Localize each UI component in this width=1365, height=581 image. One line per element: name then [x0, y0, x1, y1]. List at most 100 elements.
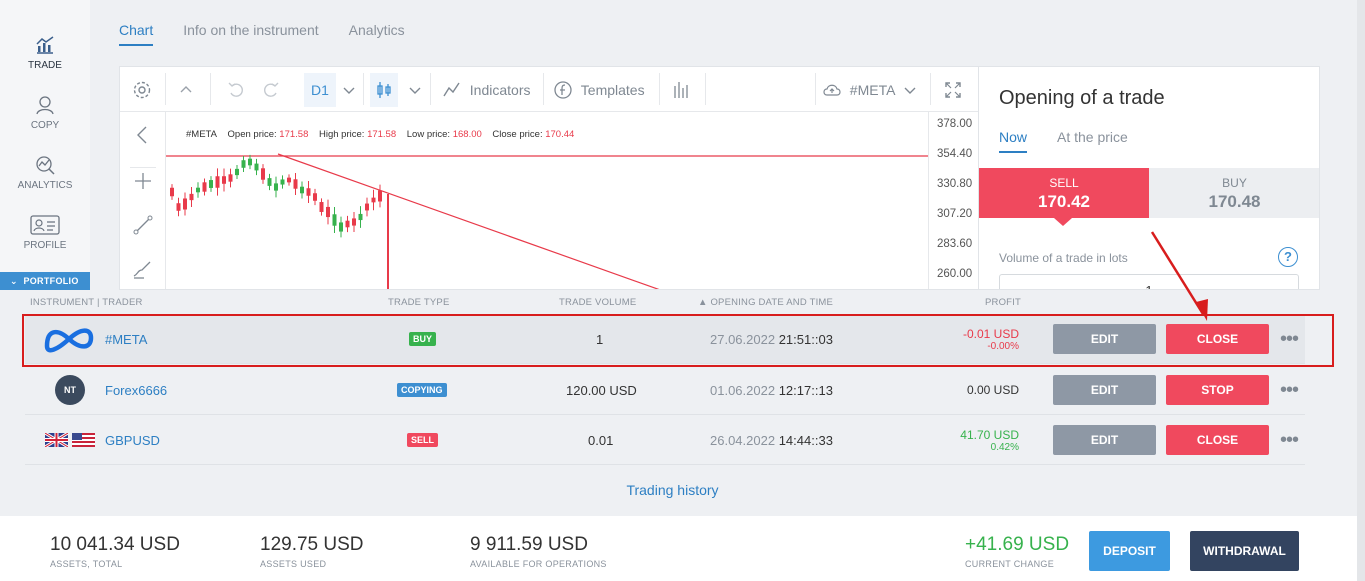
trader-name[interactable]: Forex6666 [105, 382, 168, 398]
instrument-name[interactable]: #META [105, 331, 148, 347]
trading-history-link[interactable]: Trading history [626, 482, 719, 498]
deposit-button[interactable]: DEPOSIT [1089, 531, 1170, 571]
header-profit[interactable]: PROFIT [985, 297, 1022, 308]
edit-button[interactable]: EDIT [1053, 324, 1156, 354]
candle-body [339, 222, 343, 232]
opening-date: 26.04.2022 14:44::33 [710, 415, 833, 465]
page-scrollbar[interactable] [1357, 0, 1365, 581]
table-row[interactable]: #META BUY 1 27.06.2022 21:51::03 -0.01 U… [25, 314, 1305, 364]
buy-price: 170.48 [1208, 192, 1261, 211]
more-options-icon[interactable]: ••• [1279, 328, 1299, 350]
assets-total-label: ASSETS, TOTAL [50, 559, 123, 569]
high-price-value: 171.58 [367, 129, 397, 140]
withdrawal-button[interactable]: WITHDRAWAL [1190, 531, 1299, 571]
tab-now[interactable]: Now [999, 129, 1028, 153]
trade-panel-title: Opening of a trade [999, 87, 1165, 109]
sidebar-item-trade[interactable]: TRADE [0, 34, 90, 71]
candlestick-chart[interactable] [166, 112, 928, 290]
ohlc-symbol: #META [186, 129, 217, 140]
more-options-icon[interactable]: ••• [1279, 379, 1299, 401]
header-trade-volume[interactable]: TRADE VOLUME [559, 297, 637, 308]
fullscreen-icon[interactable] [944, 67, 962, 112]
tab-info-instrument[interactable]: Info on the instrument [183, 22, 319, 38]
tab-chart[interactable]: Chart [119, 22, 154, 46]
instrument-name[interactable]: GBPUSD [105, 432, 160, 448]
candle-body [183, 198, 187, 210]
tab-analytics[interactable]: Analytics [348, 22, 405, 38]
profit-cell: 41.70 USD 0.42% [919, 415, 1019, 465]
timeframe-label: D1 [311, 82, 329, 98]
assets-total: 10 041.34 USD ASSETS, TOTAL [50, 534, 180, 569]
chevron-down-icon[interactable] [342, 67, 356, 112]
help-icon[interactable]: ? [1278, 247, 1298, 267]
redo-icon[interactable] [261, 67, 281, 112]
header-trade-type[interactable]: TRADE TYPE [388, 297, 450, 308]
indicators-button[interactable]: Indicators [442, 67, 530, 112]
brush-icon[interactable] [130, 256, 156, 282]
buy-button[interactable]: BUY 170.48 [1149, 168, 1319, 218]
candle-body [235, 168, 239, 176]
profit-amount: -0.01 USD [962, 326, 1019, 341]
edit-button[interactable]: EDIT [1053, 425, 1156, 455]
timeframe-selector[interactable]: D1 [304, 73, 336, 107]
sidebar-item-label: ANALYTICS [17, 180, 73, 191]
portfolio-tab[interactable]: ⌄ PORTFOLIO [0, 272, 90, 290]
available-value: 9 911.59 USD [470, 534, 588, 555]
candlestick-type-icon[interactable] [370, 73, 398, 107]
chart-panel: D1 Indicators Templates #ME [119, 66, 979, 290]
table-row[interactable]: GBPUSD SELL 0.01 26.04.2022 14:44::33 41… [25, 415, 1305, 465]
candles [170, 154, 382, 238]
tab-at-the-price[interactable]: At the price [1057, 129, 1128, 145]
candle-body [241, 160, 246, 168]
sell-button[interactable]: SELL 170.42 [979, 168, 1149, 226]
compare-bars-icon[interactable] [672, 67, 690, 112]
current-change-label: CURRENT CHANGE [965, 559, 1055, 569]
date-value: 01.06.2022 [710, 382, 776, 398]
settings-gear-icon[interactable] [132, 67, 152, 112]
header-opening-date[interactable]: ▲ OPENING DATE AND TIME [698, 297, 834, 308]
chevron-up-icon[interactable] [178, 67, 194, 112]
high-price-label: High price: [319, 129, 365, 140]
trade-type-badge: COPYING [397, 383, 447, 397]
user-copy-icon [36, 96, 54, 115]
opening-date: 01.06.2022 12:17::13 [710, 365, 833, 415]
candle-body [248, 158, 252, 166]
candle-body [280, 179, 285, 185]
instrument-selector[interactable]: #META [822, 67, 917, 112]
candle-body [254, 163, 259, 171]
portfolio-tab-label: PORTFOLIO [23, 276, 79, 286]
trend-line-icon[interactable] [130, 212, 156, 238]
sidebar-item-profile[interactable]: PROFILE [0, 214, 90, 251]
close-price-value: 170.44 [545, 129, 575, 140]
close-button[interactable]: CLOSE [1166, 324, 1269, 354]
available-funds: 9 911.59 USD AVAILABLE FOR OPERATIONS [470, 534, 607, 569]
templates-button[interactable]: Templates [553, 67, 645, 112]
portfolio-table: INSTRUMENT | TRADER TRADE TYPE TRADE VOL… [0, 290, 1365, 516]
edit-button[interactable]: EDIT [1053, 375, 1156, 405]
table-row[interactable]: NT Forex6666 COPYING 120.00 USD 01.06.20… [25, 365, 1305, 415]
candle-body [313, 193, 317, 201]
chevron-down-icon: ⌄ [10, 276, 18, 286]
current-change: +41.69 USD CURRENT CHANGE [965, 534, 1069, 569]
undo-icon[interactable] [226, 67, 246, 112]
price-tick: 354.40 [937, 148, 973, 160]
volume-input[interactable]: 1 [999, 274, 1299, 289]
candle-body [189, 193, 194, 201]
crosshair-icon[interactable] [130, 167, 156, 193]
close-button[interactable]: CLOSE [1166, 425, 1269, 455]
sidebar-item-copy[interactable]: COPY [0, 94, 90, 131]
more-options-icon[interactable]: ••• [1279, 429, 1299, 451]
cloud-upload-icon [823, 84, 841, 96]
chevron-down-icon[interactable] [408, 67, 422, 112]
sidebar-item-analytics[interactable]: ANALYTICS [0, 154, 90, 191]
chevron-down-icon [904, 87, 916, 94]
trend-line[interactable] [277, 153, 666, 290]
back-arrow-icon[interactable] [130, 122, 156, 148]
close-price-label: Close price: [492, 129, 543, 140]
price-tick: 307.20 [937, 208, 973, 220]
current-change-value: +41.69 USD [965, 534, 1070, 555]
profit-cell: -0.01 USD -0.00% [919, 314, 1019, 364]
candle-body [378, 190, 382, 202]
header-instrument[interactable]: INSTRUMENT | TRADER [30, 297, 143, 308]
stop-button[interactable]: STOP [1166, 375, 1269, 405]
